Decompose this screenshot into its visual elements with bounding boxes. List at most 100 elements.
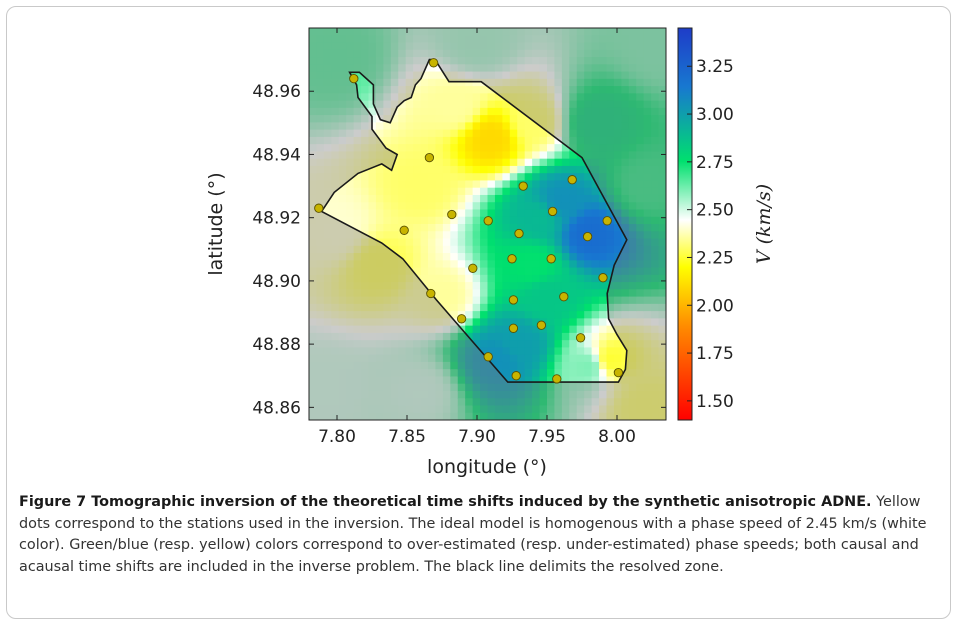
y-tick-label: 48.92 <box>252 209 301 229</box>
heatmap-cell <box>502 318 511 327</box>
heatmap-cell <box>532 216 541 225</box>
heatmap-cell <box>599 390 608 399</box>
heatmap-cell <box>658 28 666 36</box>
station-dot <box>507 254 517 264</box>
heatmap-cell <box>494 216 503 225</box>
heatmap-cell <box>383 361 392 370</box>
heatmap-cell <box>428 71 437 80</box>
heatmap-cell <box>524 347 533 356</box>
heatmap-cell <box>398 383 407 392</box>
heatmap-cell <box>383 202 392 211</box>
heatmap-cell <box>494 340 503 349</box>
heatmap-cell <box>494 253 503 261</box>
heatmap-cell <box>361 224 370 232</box>
heatmap-cell <box>383 347 392 356</box>
heatmap-cell <box>323 347 332 356</box>
heatmap-cell <box>628 311 637 319</box>
heatmap-cell <box>509 144 518 153</box>
heatmap-cell <box>539 144 548 153</box>
heatmap-cell <box>636 412 645 420</box>
heatmap-cell <box>435 253 444 261</box>
heatmap-cell <box>323 260 332 269</box>
heatmap-cell <box>465 35 474 44</box>
heatmap-cell <box>487 260 496 269</box>
heatmap-cell <box>383 398 392 407</box>
heatmap-cell <box>338 347 347 356</box>
heatmap-cell <box>517 216 526 225</box>
heatmap-cell <box>584 390 593 399</box>
heatmap-cell <box>442 187 451 196</box>
heatmap-cell <box>331 376 340 385</box>
heatmap-cell <box>323 165 332 174</box>
heatmap-cell <box>420 49 429 58</box>
heatmap-cell <box>613 158 622 167</box>
heatmap-cell <box>450 289 459 298</box>
heatmap-cell <box>390 412 399 420</box>
heatmap-cell <box>524 289 533 298</box>
heatmap-cell <box>658 35 666 44</box>
heatmap-cell <box>524 107 533 116</box>
heatmap-cell <box>309 86 318 94</box>
heatmap-cell <box>428 361 437 370</box>
heatmap-cell <box>561 231 570 240</box>
heatmap-cell <box>309 136 318 145</box>
heatmap-cell <box>405 383 414 392</box>
heatmap-cell <box>584 253 593 261</box>
heatmap-cell <box>338 238 347 247</box>
heatmap-cell <box>561 173 570 182</box>
heatmap-cell <box>361 325 370 334</box>
heatmap-cell <box>517 194 526 203</box>
heatmap-cell <box>413 354 422 363</box>
heatmap-cell <box>599 398 608 407</box>
heatmap-cell <box>554 35 563 44</box>
heatmap-cell <box>472 340 481 349</box>
heatmap-cell <box>502 129 511 138</box>
heatmap-cell <box>405 115 414 123</box>
heatmap-cell <box>375 122 384 131</box>
heatmap-cell <box>599 412 608 420</box>
heatmap-cell <box>532 180 541 189</box>
heatmap-cell <box>309 165 318 174</box>
heatmap-cell <box>309 71 318 80</box>
heatmap-cell <box>524 49 533 58</box>
heatmap-cell <box>658 57 666 65</box>
heatmap-cell <box>643 194 652 203</box>
heatmap-cell <box>338 64 347 73</box>
heatmap-cell <box>628 86 637 94</box>
heatmap-cell <box>457 390 466 399</box>
heatmap-cell <box>651 180 660 189</box>
heatmap-cell <box>532 49 541 58</box>
heatmap-cell <box>524 274 533 283</box>
heatmap-cell <box>487 100 496 109</box>
heatmap-cell <box>554 303 563 312</box>
heatmap-cell <box>636 194 645 203</box>
heatmap-cell <box>472 187 481 196</box>
heatmap-cell <box>450 318 459 327</box>
heatmap-cell <box>524 194 533 203</box>
heatmap-cell <box>494 245 503 254</box>
heatmap-cell <box>338 354 347 363</box>
heatmap-cell <box>502 151 511 160</box>
heatmap-cell <box>323 64 332 73</box>
heatmap-cell <box>368 282 377 290</box>
heatmap-cell <box>651 340 660 349</box>
heatmap-cell <box>494 136 503 145</box>
heatmap-cell <box>413 231 422 240</box>
heatmap-cell <box>390 274 399 283</box>
heatmap-cell <box>316 311 325 319</box>
heatmap-cell <box>472 354 481 363</box>
heatmap-cell <box>331 296 340 305</box>
heatmap-cell <box>353 136 362 145</box>
heatmap-cell <box>606 412 615 420</box>
heatmap-cell <box>331 303 340 312</box>
heatmap-cell <box>547 354 556 363</box>
heatmap-cell <box>658 115 666 123</box>
heatmap-cell <box>323 383 332 392</box>
heatmap-cell <box>487 383 496 392</box>
heatmap-cell <box>532 28 541 36</box>
heatmap-cell <box>584 347 593 356</box>
heatmap-cell <box>524 354 533 363</box>
heatmap-cell <box>480 136 489 145</box>
heatmap-cell <box>435 93 444 102</box>
heatmap-cell <box>413 289 422 298</box>
